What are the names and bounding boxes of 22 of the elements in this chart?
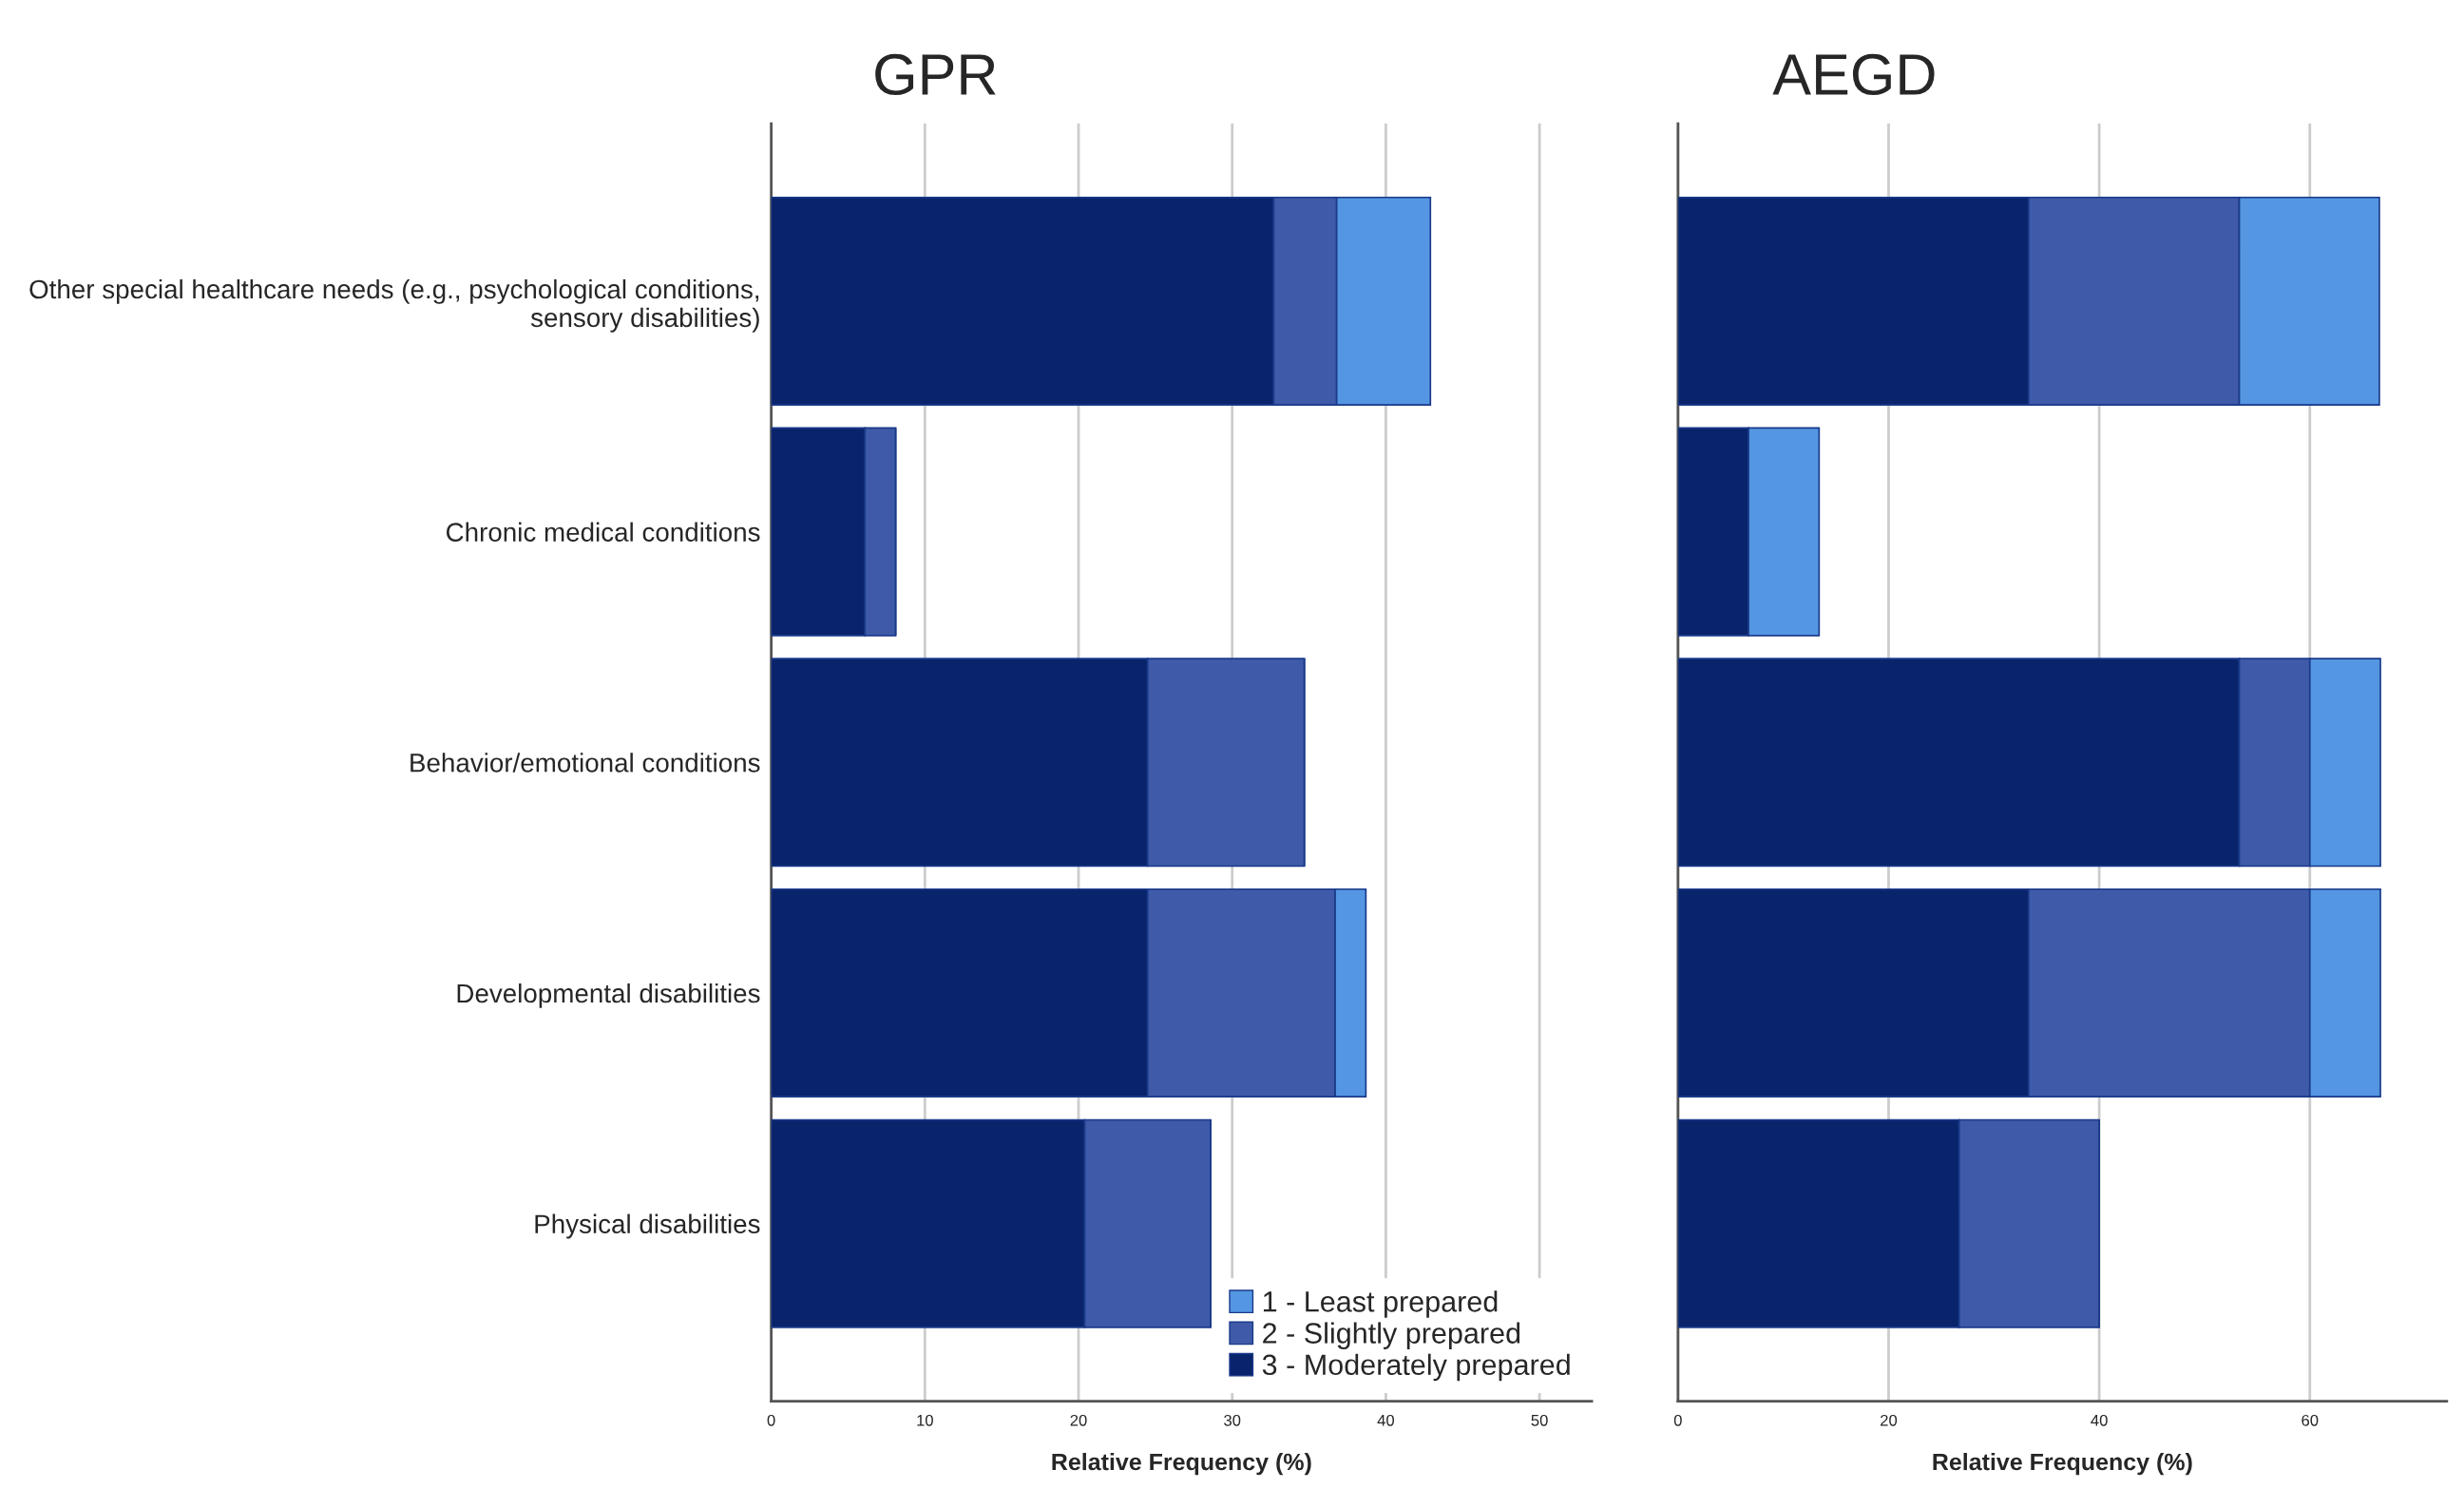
x-tick-label: 20 [1881,1414,1898,1426]
y-tick-label: Chronic medical conditions [446,522,760,542]
x-tick-label: 0 [767,1414,775,1426]
x-tick-label: 0 [1673,1414,1682,1426]
x-tick-label: 50 [1531,1414,1548,1426]
legend-label: 1 - Least prepared [1263,1290,1498,1318]
x-tick-label: 40 [2091,1414,2108,1426]
x-tick-label: 40 [1377,1414,1395,1426]
legend-label: 2 - Slightly prepared [1263,1322,1520,1349]
y-tick-label: Other special healthcare needs (e.g., psychological conditions, sensory disabilities) [29,278,759,333]
y-tick-label: Behavior/emotional conditions [411,753,760,773]
x-tick-label: 10 [917,1414,933,1426]
x-tick-label: 60 [2302,1414,2319,1426]
chart-title: AEGD [1772,53,1935,96]
legend-label: 3 - Moderately prepared [1262,1353,1570,1382]
y-tick-label: Developmental disabilities [457,983,760,1008]
x-tick-label: 30 [1224,1414,1241,1426]
x-axis-title: Relative Frequency (%) [1933,1452,2192,1476]
x-axis-title: Relative Frequency (%) [1052,1452,1311,1476]
x-tick-label: 20 [1070,1414,1087,1426]
y-tick-label: Physical disabilities [535,1213,760,1239]
chart-title: GPR [875,53,996,96]
